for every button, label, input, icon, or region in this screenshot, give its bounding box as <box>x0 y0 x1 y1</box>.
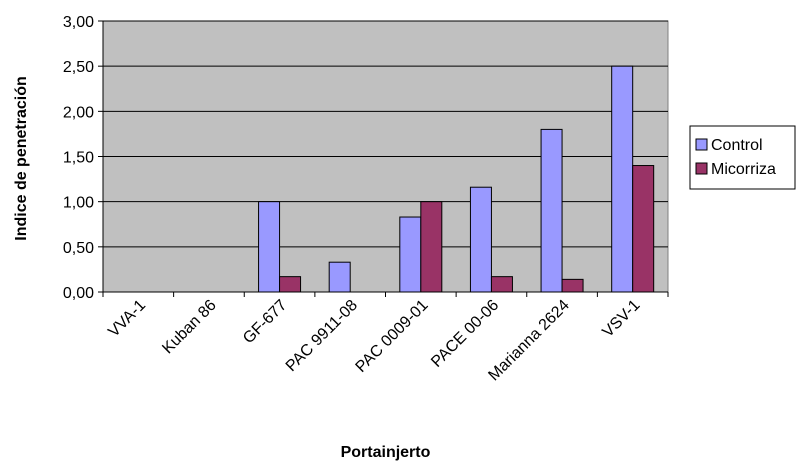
y-tick-label: 2,50 <box>63 59 94 76</box>
y-tick-label: 0,50 <box>63 240 94 257</box>
x-tick-label: PAC 0009-01 <box>353 297 432 376</box>
y-axis-title: Indice de penetración <box>13 76 30 240</box>
y-tick-label: 1,00 <box>63 195 94 212</box>
legend-swatch <box>695 138 708 151</box>
bar-control-3 <box>258 201 281 293</box>
bar-control-7 <box>540 128 563 293</box>
bar-control-4 <box>328 261 351 293</box>
bar-micorriza-3 <box>279 276 302 293</box>
gridlines <box>103 20 668 248</box>
y-tick-label: 0,00 <box>63 285 94 302</box>
bar-micorriza-5 <box>420 201 443 293</box>
x-tick-label: Kuban 86 <box>159 297 220 358</box>
bar-micorriza-8 <box>632 165 655 293</box>
bar-control-5 <box>399 216 422 293</box>
x-tick-label: GF-677 <box>240 297 290 347</box>
x-tick-label: VVA-1 <box>105 297 149 341</box>
legend-box <box>689 125 796 190</box>
y-tick-label: 2,00 <box>63 104 94 121</box>
y-tick-label: 1,50 <box>63 150 94 167</box>
legend-swatch <box>695 162 708 175</box>
bar-micorriza-6 <box>490 276 513 293</box>
legend-label: Micorriza <box>711 161 776 178</box>
axes <box>98 20 669 297</box>
legend: Control Micorriza <box>689 125 796 190</box>
bars <box>258 65 655 293</box>
y-tick-label: 3,00 <box>63 14 94 31</box>
y-tick-labels: 0,00 0,50 1,00 1,50 2,00 2,50 3,00 <box>63 14 94 302</box>
x-tick-label: PACE 00-06 <box>428 297 502 371</box>
bar-control-8 <box>611 65 634 293</box>
x-tick-label: VSV-1 <box>599 297 643 341</box>
x-tick-label: PAC 9911-08 <box>283 297 361 375</box>
bar-micorriza-7 <box>561 278 584 293</box>
bar-control-6 <box>469 186 492 293</box>
legend-label: Control <box>711 137 763 154</box>
x-axis-title: Portainjerto <box>341 444 431 461</box>
